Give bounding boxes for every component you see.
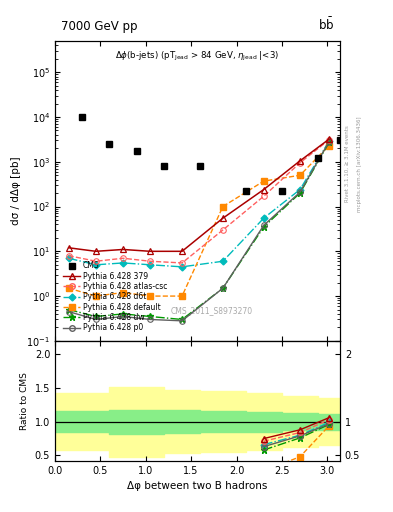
X-axis label: Δφ between two B hadrons: Δφ between two B hadrons [127,481,268,491]
Pythia 6.428 dw [121,311,125,317]
Line: Pythia 6.428 atlas-csc: Pythia 6.428 atlas-csc [66,137,332,266]
Pythia 6.428 default [94,293,98,299]
Pythia 6.428 atlas-csc [327,137,331,143]
Pythia 6.428 p0 [66,309,71,315]
Text: Rivet 3.1.10, ≥ 3.1M events: Rivet 3.1.10, ≥ 3.1M events [345,125,350,202]
Pythia 6.428 p0 [121,313,125,319]
Pythia 6.428 d6t [327,138,331,144]
Pythia 6.428 dw [180,316,184,323]
Pythia 6.428 d6t [180,264,184,270]
Pythia 6.428 dw [148,313,152,319]
Pythia 6.428 p0 [220,285,225,291]
Pythia 6.428 379 [94,248,98,254]
Pythia 6.428 dw [261,224,266,230]
Pythia 6.428 379 [121,246,125,252]
Pythia 6.428 default [298,172,302,178]
CMS [107,141,112,147]
Text: 7000 GeV pp: 7000 GeV pp [61,20,137,33]
Pythia 6.428 atlas-csc [180,260,184,266]
Pythia 6.428 d6t [94,262,98,268]
Pythia 6.428 379 [66,245,71,251]
Text: mcplots.cern.ch [arXiv:1306.3436]: mcplots.cern.ch [arXiv:1306.3436] [357,116,362,211]
Pythia 6.428 d6t [66,255,71,261]
Pythia 6.428 d6t [298,186,302,193]
Pythia 6.428 379 [148,248,152,254]
Pythia 6.428 default [148,293,152,299]
Y-axis label: Ratio to CMS: Ratio to CMS [20,372,29,430]
Pythia 6.428 d6t [220,258,225,264]
Text: CMS_2011_S8973270: CMS_2011_S8973270 [171,306,253,315]
Pythia 6.428 dw [66,307,71,313]
Line: Pythia 6.428 d6t: Pythia 6.428 d6t [69,141,329,267]
Pythia 6.428 p0 [94,316,98,323]
Pythia 6.428 p0 [148,316,152,323]
CMS [134,148,139,155]
Line: Pythia 6.428 dw: Pythia 6.428 dw [69,142,329,319]
CMS [316,155,321,161]
CMS [198,163,202,169]
Pythia 6.428 atlas-csc [121,255,125,261]
Pythia 6.428 default [327,142,331,148]
CMS [80,114,84,120]
Pythia 6.428 dw [298,190,302,196]
Y-axis label: dσ / dΔφ [pb]: dσ / dΔφ [pb] [11,157,21,225]
Pythia 6.428 p0 [298,189,302,195]
Pythia 6.428 atlas-csc [261,193,266,199]
Line: Pythia 6.428 379: Pythia 6.428 379 [66,136,332,254]
Pythia 6.428 atlas-csc [66,252,71,259]
Line: Pythia 6.428 default: Pythia 6.428 default [66,143,332,299]
Line: CMS: CMS [79,114,343,195]
Text: $\Delta\phi$(b-jets) (pT$_{\mathsf{Jead}}$ > 84 GeV, $\eta_{\mathsf{Jead}}$ |<3): $\Delta\phi$(b-jets) (pT$_{\mathsf{Jead}… [116,50,279,63]
Pythia 6.428 default [66,285,71,291]
Pythia 6.428 atlas-csc [298,160,302,166]
CMS [243,188,248,194]
Pythia 6.428 d6t [261,215,266,221]
Pythia 6.428 379 [220,215,225,221]
Pythia 6.428 default [261,178,266,184]
Pythia 6.428 default [220,203,225,209]
Pythia 6.428 379 [327,136,331,142]
Pythia 6.428 atlas-csc [220,227,225,233]
Pythia 6.428 d6t [121,260,125,266]
Pythia 6.428 atlas-csc [94,258,98,264]
CMS [338,137,342,143]
Pythia 6.428 dw [220,285,225,291]
Pythia 6.428 dw [327,139,331,145]
Pythia 6.428 p0 [261,222,266,228]
Line: Pythia 6.428 p0: Pythia 6.428 p0 [66,139,332,324]
Pythia 6.428 dw [94,313,98,319]
CMS [279,188,284,194]
Pythia 6.428 default [180,293,184,299]
Pythia 6.428 atlas-csc [148,258,152,264]
Pythia 6.428 379 [261,186,266,193]
Text: b$\mathsf{\bar{b}}$: b$\mathsf{\bar{b}}$ [318,17,334,33]
Pythia 6.428 379 [298,158,302,164]
Pythia 6.428 p0 [180,318,184,324]
Pythia 6.428 379 [180,248,184,254]
Pythia 6.428 d6t [148,262,152,268]
Pythia 6.428 p0 [327,139,331,145]
Legend: CMS, Pythia 6.428 379, Pythia 6.428 atlas-csc, Pythia 6.428 d6t, Pythia 6.428 de: CMS, Pythia 6.428 379, Pythia 6.428 atla… [62,260,169,334]
Pythia 6.428 default [121,289,125,295]
CMS [162,163,166,169]
